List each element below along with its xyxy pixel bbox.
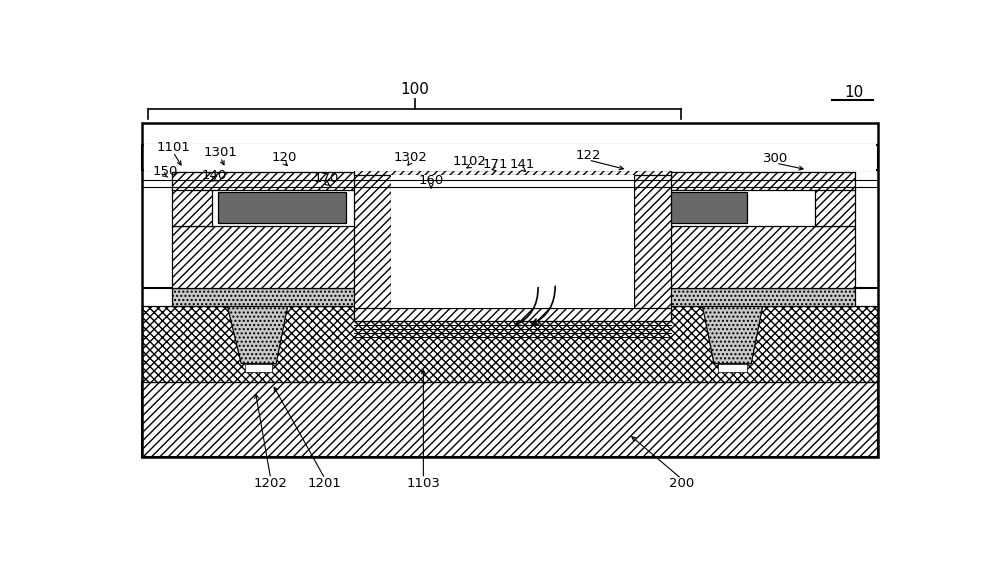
Text: 171: 171: [483, 158, 508, 171]
Bar: [172, 172, 454, 190]
Bar: [619, 192, 747, 223]
Polygon shape: [227, 306, 288, 364]
Text: 300: 300: [763, 152, 789, 165]
Text: 1102: 1102: [453, 155, 487, 168]
Text: 122: 122: [576, 149, 601, 162]
Text: 160: 160: [418, 174, 444, 186]
Bar: [142, 145, 878, 170]
Bar: [354, 308, 671, 321]
Text: 141: 141: [510, 158, 535, 171]
Bar: [815, 188, 855, 226]
Text: 140: 140: [202, 169, 227, 182]
Bar: [391, 175, 634, 308]
Polygon shape: [702, 306, 763, 364]
Bar: [142, 123, 878, 457]
Text: 10: 10: [844, 85, 863, 100]
Bar: [718, 364, 747, 372]
Bar: [569, 288, 855, 306]
Bar: [142, 306, 878, 382]
Text: 1103: 1103: [406, 477, 440, 490]
Bar: [354, 170, 671, 175]
Bar: [245, 364, 272, 372]
Text: 1201: 1201: [308, 477, 342, 490]
Bar: [172, 188, 212, 226]
Text: 1101: 1101: [156, 141, 190, 154]
Text: 1202: 1202: [254, 477, 288, 490]
Bar: [172, 226, 454, 288]
Text: 100: 100: [400, 82, 429, 97]
Bar: [634, 172, 671, 321]
Bar: [573, 226, 855, 288]
Bar: [144, 144, 876, 171]
Bar: [142, 382, 878, 457]
Bar: [573, 188, 613, 226]
Bar: [172, 288, 458, 306]
Text: 150: 150: [153, 164, 178, 178]
Text: 170: 170: [314, 172, 339, 185]
Bar: [218, 192, 346, 223]
Text: 1301: 1301: [203, 146, 237, 159]
Text: 1302: 1302: [393, 151, 427, 164]
Text: 120: 120: [271, 151, 297, 164]
Bar: [354, 172, 391, 321]
Bar: [414, 188, 454, 226]
Text: 200: 200: [669, 477, 694, 490]
Bar: [573, 172, 855, 190]
